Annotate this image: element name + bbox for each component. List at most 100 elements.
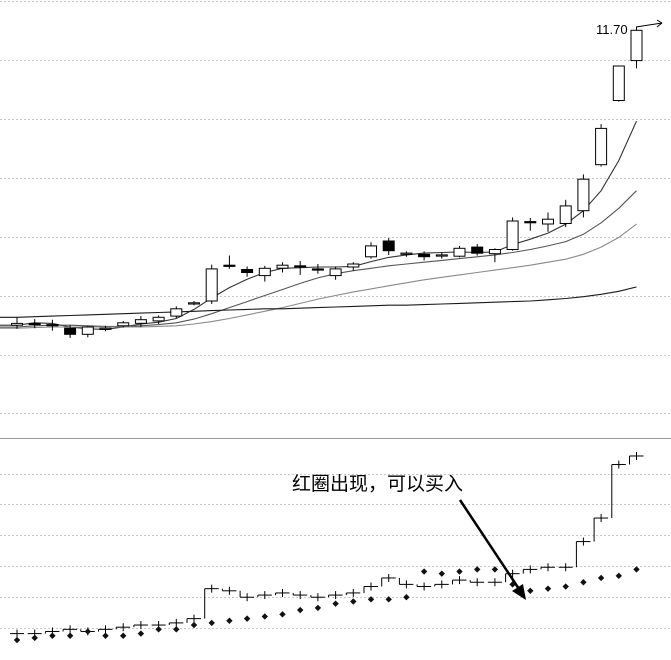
step-mark — [115, 623, 131, 632]
indicator-dot — [120, 632, 127, 639]
candle — [577, 174, 590, 218]
candle — [329, 266, 342, 280]
indicator-dot — [385, 596, 392, 603]
candle-body-down — [28, 322, 41, 326]
step-mark — [434, 580, 449, 589]
candle — [276, 262, 289, 273]
indicator-dot — [350, 598, 357, 605]
candle — [134, 316, 147, 327]
candle — [188, 300, 200, 306]
candle-body-up — [205, 268, 218, 302]
indicator-dot — [367, 596, 375, 603]
candle — [311, 264, 324, 274]
candle-body-up — [170, 308, 183, 317]
step-mark — [575, 537, 591, 568]
candle — [542, 212, 554, 232]
candle-body-up — [117, 322, 130, 327]
indicator-dot — [527, 587, 534, 594]
candle-body-up — [188, 302, 200, 305]
candle — [258, 265, 271, 282]
candle-body-up — [435, 254, 448, 257]
step-mark — [452, 576, 467, 585]
candle-body-up — [542, 218, 554, 225]
candle — [382, 237, 395, 255]
indicator-dot — [190, 621, 198, 629]
step-mark — [416, 582, 432, 591]
candle — [46, 319, 59, 331]
step-mark — [98, 625, 113, 634]
indicator-dot — [332, 600, 339, 607]
indicator-dot — [562, 583, 569, 590]
indicator-dot — [31, 634, 38, 642]
indicator-dot — [544, 585, 552, 592]
indicator-dot — [66, 632, 74, 639]
indicator-dot — [297, 606, 304, 614]
indicator-dot — [173, 626, 180, 633]
candle-body-up — [365, 245, 377, 258]
step-mark — [257, 591, 272, 600]
candle-body-up — [329, 268, 342, 277]
candle-body-down — [64, 327, 77, 335]
step-mark — [204, 584, 219, 619]
indicator-dot — [261, 613, 268, 620]
candle — [524, 218, 537, 231]
candle-body-down — [524, 221, 537, 224]
candle-body-down — [46, 324, 59, 327]
candle — [205, 264, 218, 304]
candle — [471, 244, 484, 256]
candle-body-down — [311, 268, 324, 271]
candle-body-up — [258, 267, 271, 277]
price-max-pointer-head — [656, 19, 663, 28]
price-max-pointer — [635, 22, 663, 28]
step-mark — [611, 460, 626, 519]
step-mark — [10, 629, 24, 638]
candle-body-up — [595, 127, 608, 166]
candle — [612, 65, 625, 102]
indicator-dot — [226, 617, 233, 624]
indicator-dot — [491, 566, 499, 573]
candle — [223, 255, 236, 269]
candle-body-up — [559, 205, 572, 224]
step-mark — [292, 591, 308, 600]
candle — [152, 315, 165, 324]
candle-body-down — [223, 264, 236, 267]
candle-body-up — [577, 178, 590, 212]
candle-body-down — [294, 265, 307, 268]
candle — [170, 306, 183, 318]
candle-body-up — [134, 319, 147, 324]
step-mark — [133, 621, 148, 630]
step-mark — [487, 578, 502, 587]
step-mark — [62, 625, 78, 634]
step-mark — [558, 563, 573, 572]
candle-body-up — [612, 65, 625, 101]
candle-body-up — [488, 249, 501, 255]
candle-body-down — [382, 240, 395, 252]
candle — [28, 319, 41, 329]
candle-body-up — [276, 264, 289, 269]
candle — [117, 320, 130, 328]
step-mark — [328, 591, 343, 600]
indicator-dot — [243, 615, 251, 622]
candle-body-up — [99, 327, 112, 330]
step-mark — [186, 614, 201, 623]
candlesticks — [11, 27, 643, 338]
candle-body-up — [347, 263, 360, 268]
indicator-dot — [49, 632, 56, 639]
candle — [595, 124, 608, 167]
candle — [347, 262, 360, 271]
indicator-dot — [208, 619, 215, 627]
indicator-dot — [314, 604, 322, 612]
candle — [64, 325, 77, 338]
candle — [11, 317, 23, 329]
indicator-dot — [279, 611, 286, 618]
candle — [435, 252, 448, 259]
indicator-dot — [403, 594, 410, 601]
candle — [418, 251, 431, 261]
indicator-dot — [456, 568, 463, 575]
buy-annotation-text: 红圈出现，可以买入 — [292, 473, 463, 495]
indicator-series — [10, 451, 644, 644]
candle — [488, 248, 501, 263]
step-mark — [381, 573, 396, 587]
